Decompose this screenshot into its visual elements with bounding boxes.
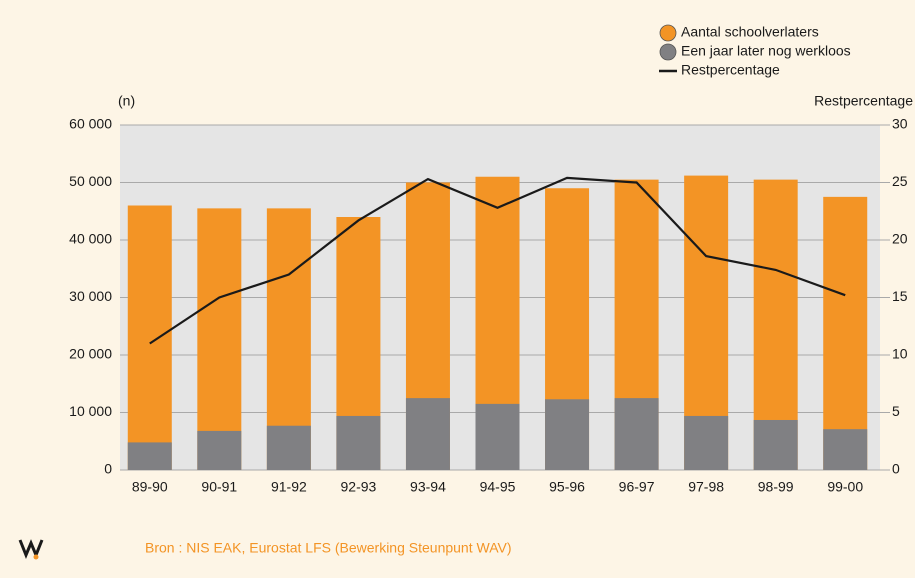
bar <box>614 398 659 470</box>
y2-tick-label: 25 <box>892 173 908 189</box>
bar <box>197 430 242 470</box>
legend-swatch <box>659 24 677 42</box>
bar <box>545 399 590 470</box>
logo-dot <box>33 554 39 560</box>
legend-label: Aantal schoolverlaters <box>681 24 819 40</box>
y2-tick-label: 10 <box>892 346 908 362</box>
x-tick-label: 95-96 <box>549 479 585 495</box>
x-tick-label: 93-94 <box>410 479 446 495</box>
y-tick-label: 40 000 <box>69 231 112 247</box>
y2-tick-label: 5 <box>892 403 900 419</box>
x-tick-label: 96-97 <box>619 479 655 495</box>
logo <box>18 539 44 559</box>
y-tick-label: 50 000 <box>69 173 112 189</box>
x-tick-label: 98-99 <box>758 479 794 495</box>
bar <box>823 429 868 470</box>
line <box>149 176 846 345</box>
legend-swatch <box>659 43 677 61</box>
bar <box>266 425 311 470</box>
source: Bron : NIS EAK, Eurostat LFS (Bewerking … <box>145 540 512 556</box>
y2-tick-label: 30 <box>892 116 908 132</box>
y-tick-label: 60 000 <box>69 116 112 132</box>
x-tick-label: 89-90 <box>132 479 168 495</box>
y2-tick-label: 15 <box>892 288 908 304</box>
x-tick-label: 90-91 <box>201 479 237 495</box>
bar <box>127 205 172 470</box>
bar <box>197 208 242 470</box>
y-tick-label: 10 000 <box>69 403 112 419</box>
x-tick-label: 92-93 <box>341 479 377 495</box>
legend-label: Een jaar later nog werkloos <box>681 43 851 59</box>
bar <box>127 442 172 470</box>
x-tick-label: 97-98 <box>688 479 724 495</box>
y2-tick-label: 20 <box>892 231 908 247</box>
y-tick-label: 30 000 <box>69 288 112 304</box>
bar <box>336 415 381 470</box>
bar <box>753 419 798 470</box>
y-tick-label: 0 <box>104 461 112 477</box>
x-tick-label: 99-00 <box>827 479 863 495</box>
bar <box>823 196 868 470</box>
x-tick-label: 91-92 <box>271 479 307 495</box>
y2-tick-label: 0 <box>892 461 900 477</box>
bar <box>475 403 520 470</box>
x-tick-label: 94-95 <box>480 479 516 495</box>
y2-axis-label: Restpercentage <box>814 93 913 109</box>
y-axis-label: (n) <box>118 93 135 109</box>
y-tick-label: 20 000 <box>69 346 112 362</box>
bar <box>405 398 450 470</box>
bar <box>684 415 729 470</box>
legend-label: Restpercentage <box>681 62 780 78</box>
